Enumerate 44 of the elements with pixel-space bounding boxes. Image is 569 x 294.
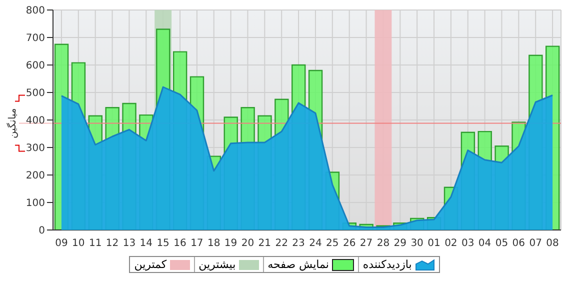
- x-tick-label: 09: [55, 238, 68, 250]
- x-tick-label: 03: [462, 238, 474, 250]
- x-tick-label: 06: [512, 238, 526, 250]
- x-tick-label: 27: [360, 238, 373, 250]
- y-tick-label: 0: [38, 226, 45, 237]
- x-tick-label: 05: [495, 238, 508, 250]
- x-tick-label: 14: [140, 238, 152, 250]
- legend-label: بیشترین: [198, 258, 236, 271]
- x-tick-label: 29: [394, 238, 406, 250]
- y-tick-label: 800: [26, 6, 45, 17]
- y-tick-label: 400: [26, 116, 45, 127]
- y-tick-label: 700: [26, 33, 45, 44]
- x-tick-label: 04: [478, 238, 492, 250]
- x-tick-label: 25: [326, 238, 339, 250]
- x-tick-label: 19: [224, 238, 238, 250]
- y-tick-label: 600: [26, 60, 45, 72]
- x-tick-label: 21: [258, 238, 272, 250]
- x-tick-label: 11: [88, 238, 102, 250]
- x-tick-label: 22: [275, 238, 288, 250]
- x-tick-label: 13: [122, 238, 136, 250]
- y-tick-label: 300: [26, 143, 45, 154]
- ref-line-label: میانگین: [6, 108, 19, 138]
- x-tick-label: 28: [376, 238, 390, 250]
- x-tick-label: 23: [292, 238, 305, 250]
- y-tick-label: 200: [26, 170, 45, 182]
- x-tick-label: 02: [444, 238, 458, 250]
- x-tick-label: 18: [208, 238, 220, 250]
- x-tick-label: 30: [410, 238, 424, 250]
- x-tick-label: 16: [174, 238, 186, 250]
- legend-label: بازدیدکننده: [362, 258, 412, 271]
- legend-label: نمایش صفحه: [268, 258, 329, 271]
- x-tick-label: 10: [72, 238, 85, 250]
- x-tick-label: 07: [529, 238, 542, 250]
- x-tick-label: 08: [546, 238, 559, 250]
- y-tick-label: 500: [26, 88, 45, 100]
- x-tick-label: 24: [309, 238, 322, 250]
- x-tick-label: 01: [428, 238, 440, 250]
- x-tick-label: 17: [190, 238, 204, 250]
- x-tick-label: 12: [106, 238, 119, 250]
- x-tick-label: 26: [342, 238, 356, 250]
- y-tick-label: 100: [26, 198, 45, 210]
- x-tick-label: 20: [241, 238, 254, 250]
- x-tick-label: 15: [156, 238, 170, 250]
- legend-label: کمترین: [134, 258, 167, 271]
